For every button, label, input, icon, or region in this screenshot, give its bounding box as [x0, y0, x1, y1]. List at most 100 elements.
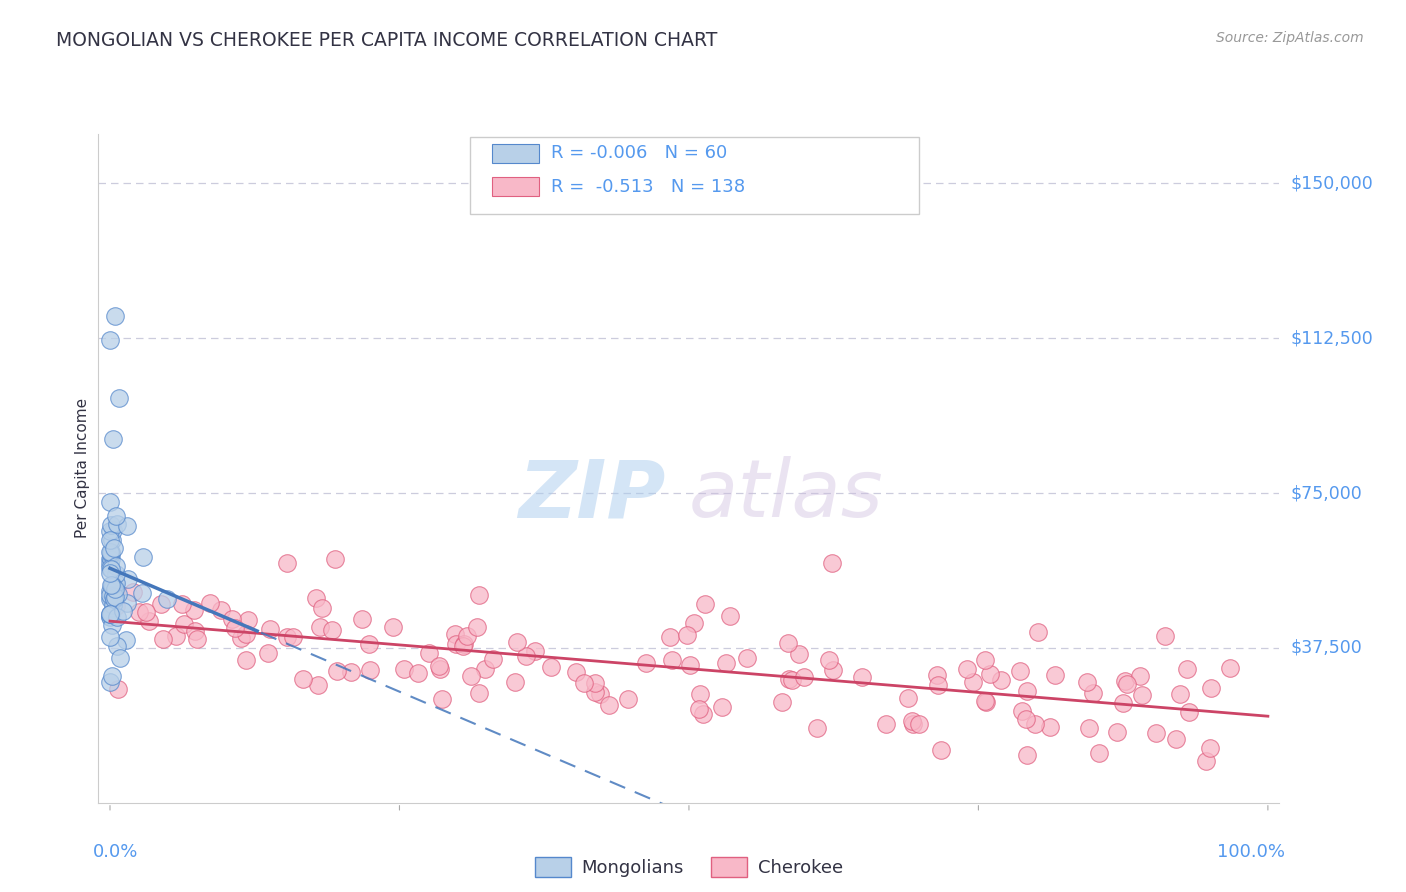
- Point: [468, 686, 491, 700]
- Text: $75,000: $75,000: [1291, 484, 1362, 502]
- Point: [98, 675, 121, 690]
- Text: 100.0%: 100.0%: [1218, 843, 1285, 861]
- Point: [688, 701, 710, 715]
- Point: [101, 433, 124, 447]
- Point: [100, 566, 122, 580]
- Point: [823, 663, 845, 677]
- Bar: [492, 178, 538, 196]
- Point: [418, 646, 440, 660]
- Point: [1010, 664, 1032, 678]
- Point: [238, 613, 260, 627]
- Point: [1195, 754, 1218, 768]
- Point: [583, 685, 606, 699]
- Point: [101, 590, 124, 604]
- Text: $150,000: $150,000: [1291, 174, 1374, 193]
- Legend: Mongolians, Cherokee: Mongolians, Cherokee: [527, 850, 851, 884]
- Point: [927, 678, 949, 692]
- FancyBboxPatch shape: [471, 137, 920, 214]
- Point: [1115, 677, 1137, 691]
- Text: Source: ZipAtlas.com: Source: ZipAtlas.com: [1216, 31, 1364, 45]
- Point: [770, 695, 793, 709]
- Point: [711, 699, 734, 714]
- Point: [98, 558, 121, 572]
- Point: [780, 673, 803, 687]
- Text: MONGOLIAN VS CHEROKEE PER CAPITA INCOME CORRELATION CHART: MONGOLIAN VS CHEROKEE PER CAPITA INCOME …: [56, 31, 717, 50]
- Point: [115, 632, 138, 647]
- Point: [101, 617, 124, 632]
- Point: [108, 650, 131, 665]
- Point: [1112, 696, 1135, 710]
- Point: [276, 556, 298, 570]
- Point: [98, 495, 121, 509]
- Point: [990, 673, 1012, 688]
- Point: [1105, 724, 1128, 739]
- Point: [100, 551, 122, 566]
- Point: [1129, 669, 1152, 683]
- Point: [98, 631, 121, 645]
- Point: [1130, 689, 1153, 703]
- Point: [103, 580, 125, 594]
- Point: [276, 630, 298, 644]
- Point: [456, 628, 478, 642]
- Point: [101, 599, 124, 613]
- Point: [112, 604, 135, 618]
- Point: [962, 674, 984, 689]
- Point: [901, 714, 924, 729]
- Point: [281, 630, 304, 644]
- Point: [974, 694, 997, 708]
- Point: [659, 630, 682, 644]
- Point: [506, 635, 529, 649]
- Point: [1199, 741, 1222, 756]
- Point: [1043, 668, 1066, 682]
- Point: [929, 743, 952, 757]
- Point: [451, 640, 474, 654]
- Point: [793, 670, 815, 684]
- Point: [100, 562, 122, 576]
- Text: R =  -0.513   N = 138: R = -0.513 N = 138: [551, 178, 745, 195]
- Point: [676, 628, 699, 642]
- Point: [908, 717, 931, 731]
- Point: [100, 591, 122, 605]
- Point: [259, 622, 281, 636]
- Text: $112,500: $112,500: [1291, 329, 1374, 347]
- Point: [806, 721, 828, 735]
- Point: [616, 691, 638, 706]
- Point: [98, 561, 121, 575]
- Point: [98, 333, 121, 347]
- Point: [107, 587, 129, 601]
- Point: [103, 541, 125, 555]
- Point: [406, 665, 429, 680]
- Point: [1219, 661, 1241, 675]
- Point: [979, 666, 1001, 681]
- Point: [429, 662, 451, 676]
- Point: [98, 607, 121, 621]
- Point: [1015, 747, 1038, 762]
- Point: [1154, 629, 1177, 643]
- Point: [200, 596, 222, 610]
- Point: [735, 650, 758, 665]
- Point: [1081, 686, 1104, 700]
- Point: [98, 551, 121, 566]
- Bar: [492, 144, 538, 162]
- Point: [128, 605, 150, 619]
- Point: [100, 517, 122, 532]
- Point: [515, 648, 537, 663]
- Point: [1164, 732, 1187, 747]
- Point: [465, 620, 488, 634]
- Point: [305, 591, 328, 605]
- Point: [98, 533, 121, 547]
- Point: [634, 656, 657, 670]
- Point: [117, 519, 139, 533]
- Point: [325, 665, 347, 679]
- Point: [122, 584, 145, 599]
- Point: [564, 665, 586, 679]
- Point: [104, 579, 127, 593]
- Point: [183, 603, 205, 617]
- Point: [101, 578, 124, 592]
- Point: [583, 676, 606, 690]
- Point: [98, 610, 121, 624]
- Point: [307, 678, 329, 692]
- Point: [104, 582, 127, 596]
- Point: [444, 627, 467, 641]
- Point: [875, 717, 897, 731]
